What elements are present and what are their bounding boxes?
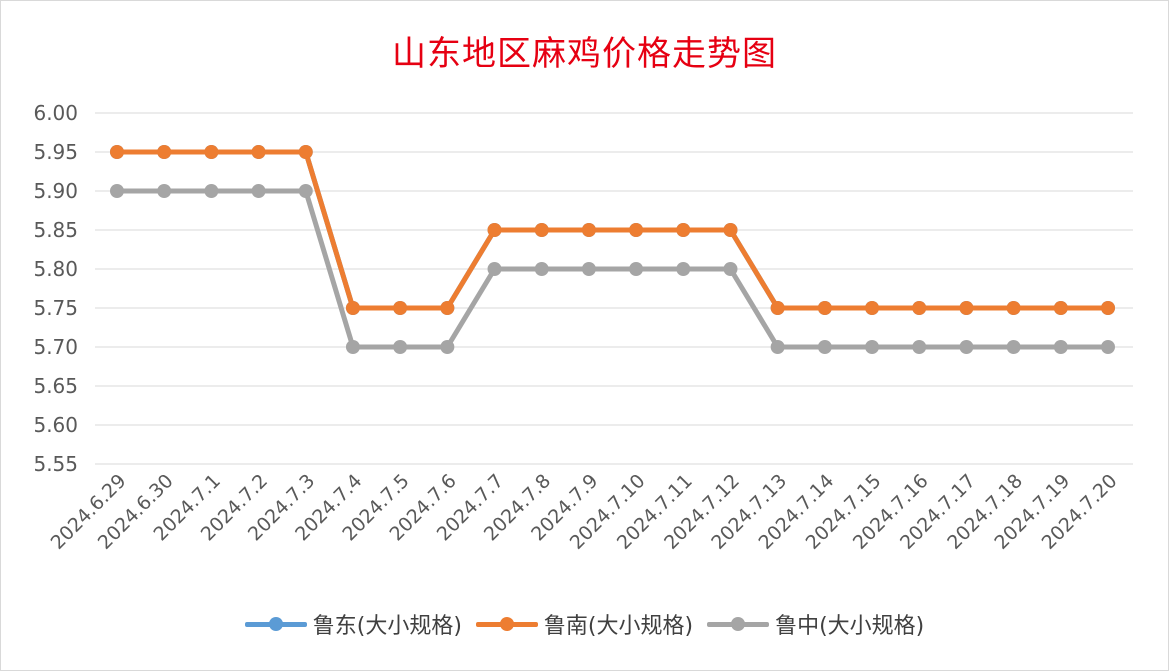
legend-swatch-lunan <box>475 614 538 634</box>
data-point <box>251 184 266 198</box>
y-tick-label: 5.65 <box>33 374 78 398</box>
series-line-2 <box>114 188 1111 350</box>
legend-label-luzhong: 鲁中(大小规格) <box>775 614 925 639</box>
data-point <box>345 340 360 354</box>
data-point <box>440 301 455 315</box>
data-point <box>110 184 124 198</box>
y-tick-label: 5.60 <box>33 413 78 437</box>
data-point <box>1006 301 1021 315</box>
y-tick-label: 5.85 <box>33 218 78 242</box>
data-point <box>723 262 738 276</box>
data-point <box>298 145 313 159</box>
data-point <box>393 301 408 315</box>
data-point <box>865 301 880 315</box>
legend: 鲁东(大小规格) 鲁南(大小规格) 鲁中(大小规格) <box>0 606 1169 642</box>
data-point <box>534 262 549 276</box>
data-point <box>629 223 644 237</box>
data-point <box>676 262 691 276</box>
data-point <box>1053 301 1068 315</box>
data-point <box>912 301 927 315</box>
data-point <box>157 145 172 159</box>
data-point <box>1006 340 1021 354</box>
data-point <box>534 223 549 237</box>
y-tick-label: 6.00 <box>33 101 78 125</box>
data-point <box>157 184 172 198</box>
data-point <box>345 301 360 315</box>
y-tick-label: 5.75 <box>33 296 78 320</box>
legend-dot-ludong <box>268 617 283 631</box>
data-point <box>581 223 596 237</box>
legend-dot-luzhong <box>731 617 746 631</box>
y-tick-label: 5.55 <box>33 452 78 476</box>
y-tick-label: 5.90 <box>33 179 78 203</box>
data-point <box>581 262 596 276</box>
y-tick-label: 5.80 <box>33 257 78 281</box>
legend-dot-lunan <box>499 617 514 631</box>
chart-title: 山东地区麻鸡价格走势图 <box>392 34 777 74</box>
data-point <box>251 145 266 159</box>
series-line-1 <box>114 149 1111 311</box>
legend-swatch-ludong <box>244 614 307 634</box>
data-point <box>770 340 785 354</box>
data-point <box>629 262 644 276</box>
data-point <box>487 223 502 237</box>
data-point <box>298 184 313 198</box>
legend-label-lunan: 鲁南(大小规格) <box>543 614 694 639</box>
data-point <box>865 340 880 354</box>
data-point <box>487 262 502 276</box>
data-point <box>723 223 738 237</box>
data-point <box>959 301 974 315</box>
data-point <box>817 301 832 315</box>
data-point <box>440 340 455 354</box>
data-point <box>676 223 691 237</box>
legend-item-lunan[interactable]: 鲁南(大小规格) <box>475 608 694 640</box>
data-point <box>110 145 124 159</box>
data-point <box>770 301 785 315</box>
data-point <box>393 340 408 354</box>
legend-swatch-luzhong <box>707 614 770 634</box>
data-point <box>912 340 927 354</box>
data-point <box>204 184 219 198</box>
legend-item-ludong[interactable]: 鲁东(大小规格) <box>244 608 462 640</box>
data-point <box>959 340 974 354</box>
data-point <box>204 145 219 159</box>
legend-item-luzhong[interactable]: 鲁中(大小规格) <box>707 608 924 640</box>
y-tick-label: 5.70 <box>33 335 78 359</box>
legend-label-ludong: 鲁东(大小规格) <box>312 614 462 639</box>
data-point <box>1101 340 1115 354</box>
data-point <box>817 340 832 354</box>
data-point <box>1053 340 1068 354</box>
y-tick-label: 5.95 <box>33 140 78 164</box>
data-point <box>1101 301 1115 315</box>
